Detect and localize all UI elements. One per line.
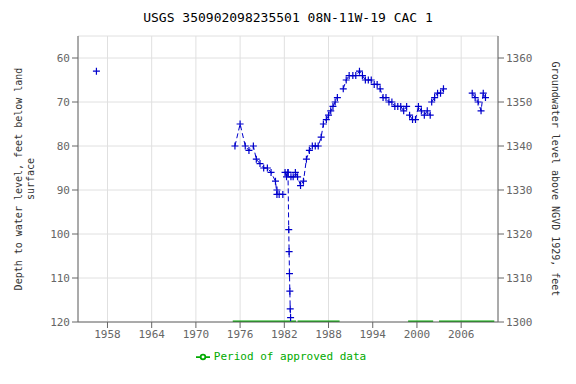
svg-text:1300: 1300: [506, 316, 533, 329]
svg-text:Groundwater level above NGVD 1: Groundwater level above NGVD 1929, feet: [550, 62, 561, 297]
svg-text:1310: 1310: [506, 272, 533, 285]
svg-text:1330: 1330: [506, 184, 533, 197]
svg-text:1320: 1320: [506, 228, 533, 241]
svg-text:1360: 1360: [506, 52, 533, 65]
svg-text:1340: 1340: [506, 140, 533, 153]
svg-text:2006: 2006: [448, 328, 475, 341]
svg-text:70: 70: [57, 96, 70, 109]
svg-text:80: 80: [57, 140, 70, 153]
svg-text:Depth to water level, feet bel: Depth to water level, feet below landsur…: [13, 68, 36, 291]
svg-text:1988: 1988: [315, 328, 342, 341]
svg-text:120: 120: [50, 316, 70, 329]
svg-text:90: 90: [57, 184, 70, 197]
svg-text:1964: 1964: [138, 328, 165, 341]
svg-text:1970: 1970: [183, 328, 210, 341]
svg-text:1976: 1976: [227, 328, 254, 341]
svg-text:2000: 2000: [404, 328, 431, 341]
svg-text:1982: 1982: [271, 328, 298, 341]
svg-text:1994: 1994: [359, 328, 386, 341]
svg-text:1350: 1350: [506, 96, 533, 109]
html-text:USGS 350902098235501 08N-11W-1: USGS 350902098235501 08N-11W-19 CAC 1: [143, 10, 433, 25]
svg-text:1958: 1958: [94, 328, 121, 341]
svg-text:110: 110: [50, 272, 70, 285]
svg-text:60: 60: [57, 52, 70, 65]
html-text:Period of approved data: Period of approved data: [213, 350, 367, 363]
svg-text:100: 100: [50, 228, 70, 241]
